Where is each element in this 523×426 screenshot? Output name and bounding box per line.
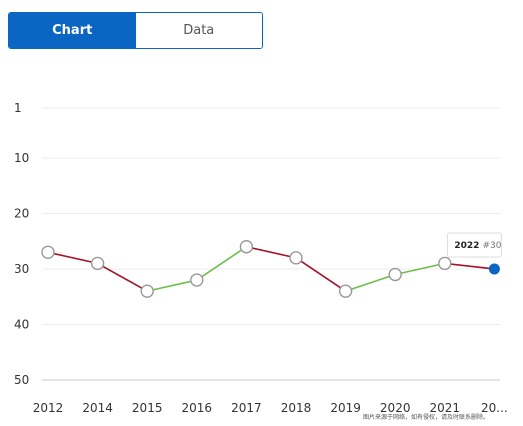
data-point	[41, 245, 55, 260]
x-tick-label: 2021	[430, 401, 461, 415]
line-segment	[196, 246, 247, 281]
line-segment	[47, 251, 98, 265]
x-tick-label: 2020	[380, 401, 411, 415]
x-tick-label: 2019	[330, 401, 361, 415]
x-tick-label: 2017	[231, 401, 262, 415]
y-tick-label: 50	[14, 373, 29, 387]
tooltip-box	[446, 232, 502, 258]
data-point	[140, 284, 154, 298]
data-point	[289, 251, 303, 265]
series-points	[41, 240, 500, 298]
tooltip-rank: #30	[482, 241, 501, 251]
data-point	[239, 240, 254, 254]
x-tick-label: 2012	[33, 401, 64, 415]
data-point	[438, 256, 452, 271]
line-segment	[97, 262, 148, 292]
y-tick-label: 40	[14, 317, 29, 331]
y-tick-label: 30	[14, 262, 29, 276]
data-point	[388, 267, 402, 282]
view-toggle: Chart Data	[8, 12, 263, 49]
line-segment	[246, 245, 297, 259]
data-point	[90, 256, 105, 271]
x-tick-label: 2016	[182, 401, 213, 415]
y-tick-label: 10	[14, 151, 29, 165]
x-tick-label: 2015	[132, 401, 163, 415]
x-axis-ticks: 2012 2014 2015 2016 2017 2018 2019 2020 2021 20..…	[33, 401, 508, 415]
x-tick-label: 2018	[281, 401, 312, 415]
tooltip-label: 2022 #30	[454, 241, 501, 251]
x-tick-label: 20...	[481, 401, 508, 415]
tooltip-year: 2022	[454, 241, 479, 251]
data-point	[190, 273, 204, 287]
grid-lines	[42, 107, 500, 381]
tab-data[interactable]: Data	[135, 13, 262, 48]
y-axis-ticks: 1 10 20 30 40 50	[14, 101, 29, 387]
data-point	[338, 284, 353, 298]
line-segment	[395, 262, 445, 276]
highlighted-point	[488, 263, 500, 275]
y-tick-label: 1	[14, 101, 22, 115]
tooltip: 2022 #30	[446, 232, 502, 258]
line-segment	[147, 279, 197, 292]
line-segment	[345, 273, 396, 292]
tab-chart[interactable]: Chart	[9, 13, 136, 48]
y-tick-label: 20	[14, 206, 29, 220]
watermark-text: 图片来源于网络，如有侵权，请及时联系删除。	[363, 414, 490, 421]
series-line	[47, 245, 495, 292]
line-segment	[295, 257, 347, 292]
line-segment	[444, 262, 495, 270]
x-tick-label: 2014	[82, 401, 113, 415]
